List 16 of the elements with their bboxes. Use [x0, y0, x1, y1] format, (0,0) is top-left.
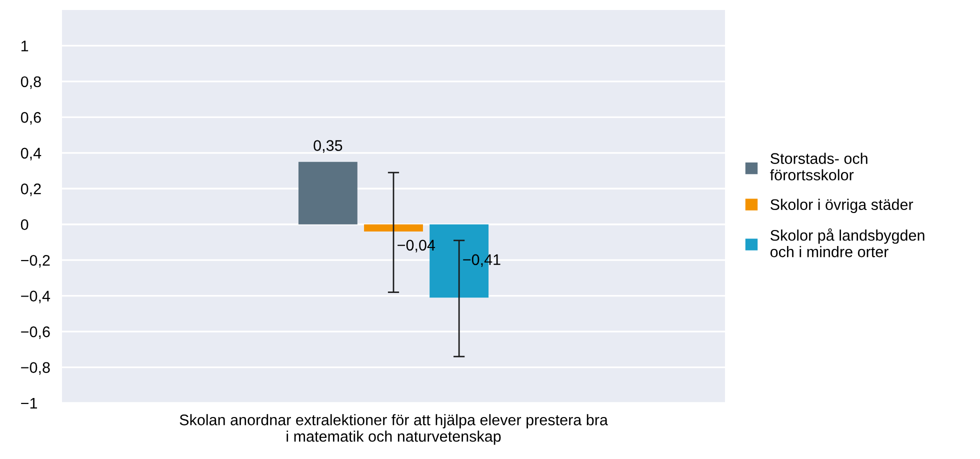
y-tick-label: −0,8 [21, 362, 50, 375]
y-tick-label: −0,2 [21, 254, 50, 268]
data-label: 0,35 [314, 140, 342, 153]
y-tick-label: 0,6 [20, 112, 41, 125]
legend-label: Skolor i övriga städer [770, 198, 914, 214]
y-tick-label: 0 [20, 219, 28, 230]
y-tick-label: 1 [22, 40, 28, 52]
y-tick-label: −1 [21, 398, 38, 409]
y-tick-label: 0,2 [20, 184, 41, 196]
legend-label: Skolor på landsbygden och i mindre orter [770, 228, 924, 258]
legend-label: Storstads- och förortsskolor [770, 152, 868, 180]
x-tick-label: Skolan anordnar extralektioner för att hjälpa elever prestera bra i matematik och naturvetenskap [180, 414, 608, 445]
y-tick-label: −0,6 [21, 326, 50, 340]
y-tick-label: −0,4 [21, 290, 50, 304]
y-tick-label: 0,8 [20, 76, 41, 89]
y-tick-label: 0,4 [20, 148, 42, 160]
